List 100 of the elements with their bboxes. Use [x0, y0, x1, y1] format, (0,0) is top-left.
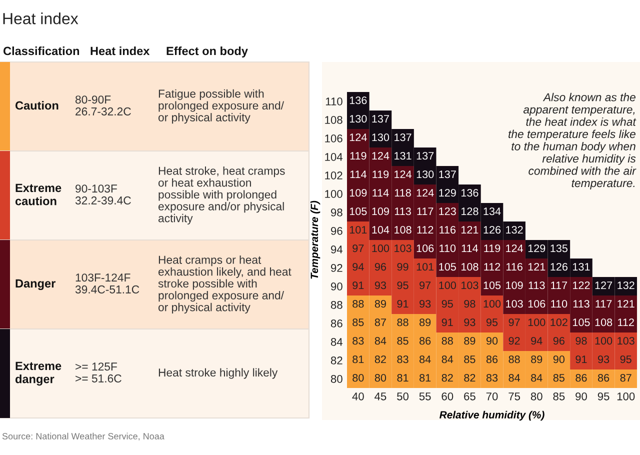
data-label: 126 [550, 262, 568, 271]
data-label: 121 [618, 300, 634, 308]
data-label: 131 [394, 152, 412, 160]
data-label: 94 [352, 262, 364, 271]
data-label: 88 [397, 318, 408, 326]
y-axis-title: Temperature (F) [310, 200, 320, 279]
x-tick-label: 60 [442, 392, 454, 400]
data-label: 113 [528, 281, 545, 290]
data-label: 117 [596, 300, 612, 308]
data-label: 103 [618, 336, 634, 345]
text: >= 125F >= 51.6C [76, 362, 122, 382]
data-label: 101 [416, 262, 434, 271]
data-label: 81 [420, 374, 431, 382]
data-label: 85 [397, 336, 408, 345]
data-label: 122 [573, 281, 590, 290]
data-label: 136 [461, 188, 478, 197]
x-tick-label: 80 [530, 392, 542, 400]
data-label: 93 [464, 318, 476, 326]
y-tick-label: 90 [330, 282, 342, 290]
data-label: 87 [374, 318, 386, 326]
data-label: 105 [350, 207, 367, 216]
data-label: 131 [573, 262, 590, 271]
x-tick-label: 55 [419, 392, 431, 400]
y-tick-label: 94 [330, 246, 343, 254]
data-label: 130 [372, 133, 390, 142]
x-tick-label: 75 [508, 392, 520, 400]
data-label: 132 [618, 281, 634, 290]
category-label: Extreme caution [15, 184, 62, 206]
data-label: 104 [372, 226, 390, 234]
data-label: 90 [486, 336, 498, 345]
data-label: 92 [508, 336, 520, 345]
data-label: 81 [352, 355, 364, 364]
data-label: 100 [439, 281, 456, 290]
data-label: 124 [394, 170, 412, 178]
data-label: 128 [461, 207, 478, 216]
text: Heat index [90, 46, 150, 56]
data-label: 129 [528, 244, 546, 252]
y-tick-label: 96 [330, 227, 342, 235]
x-tick-label: 50 [397, 392, 409, 400]
x-tick-label: 100 [617, 392, 635, 400]
data-label: 91 [576, 355, 587, 364]
annotation: Also known as the apparent temperature, the heat index is what the temperature feels like to the human body when relative humidity is combined with the air temperature. [508, 92, 636, 190]
data-label: 121 [461, 226, 478, 234]
data-label: 93 [420, 300, 431, 308]
data-label: 108 [595, 318, 612, 326]
data-label: 86 [420, 336, 431, 345]
y-tick-label: 102 [325, 172, 342, 180]
text: 90-103F 32.2-39.4C [75, 184, 131, 204]
x-tick-label: 65 [464, 392, 476, 400]
data-label: 86 [598, 374, 610, 382]
data-label: 110 [551, 300, 568, 308]
category-label: Caution [15, 100, 58, 110]
data-label: 137 [439, 170, 456, 178]
data-label: 112 [618, 318, 634, 326]
data-label: 124 [416, 188, 434, 197]
data-label: 88 [442, 336, 453, 345]
data-label: 137 [372, 114, 389, 123]
x-tick-label: 40 [352, 392, 364, 400]
data-label: 91 [397, 300, 408, 308]
y-tick-label: 104 [325, 153, 343, 161]
data-label: 88 [352, 300, 364, 308]
data-label: 106 [528, 300, 546, 308]
data-label: 100 [595, 336, 612, 345]
data-label: 85 [352, 318, 364, 326]
data-label: 96 [374, 262, 386, 271]
data-label: 82 [374, 355, 386, 364]
data-label: 100 [372, 244, 390, 252]
data-label: 112 [417, 226, 434, 234]
data-label: 137 [416, 152, 434, 160]
y-tick-label: 98 [330, 208, 342, 216]
data-label: 100 [484, 300, 501, 308]
data-label: 135 [550, 244, 568, 252]
data-label: 103 [506, 300, 523, 308]
data-label: 84 [374, 336, 386, 345]
data-label: 84 [508, 374, 520, 382]
data-label: 127 [595, 281, 612, 290]
data-label: 91 [352, 281, 364, 290]
data-label: 123 [439, 207, 456, 216]
text: Fatigue possible with prolonged exposure and/ or physical activity [158, 89, 284, 124]
data-label: 114 [350, 170, 366, 178]
y-tick-label: 88 [330, 301, 342, 309]
data-label: 109 [350, 188, 367, 197]
data-label: 88 [508, 355, 520, 364]
data-label: 108 [394, 226, 412, 234]
data-label: 97 [420, 281, 431, 290]
x-tick-label: 45 [374, 392, 386, 400]
data-label: 97 [352, 244, 364, 252]
data-label: 108 [461, 262, 478, 271]
data-label: 114 [462, 244, 478, 252]
data-label: 109 [372, 207, 389, 216]
data-label: 90 [553, 355, 565, 364]
data-label: 130 [350, 114, 367, 123]
data-label: 102 [550, 318, 568, 326]
y-tick-label: 110 [326, 98, 342, 106]
data-label: 91 [442, 318, 453, 326]
text: Heat stroke, heat cramps or heat exhaustion possible with prolonged exposure and/or physical activity [158, 166, 285, 225]
text: Heat cramps or heat exhaustion likely, and heat stroke possible with prolonged exposure and/ or physical activity [158, 255, 292, 314]
category-label: Danger [16, 279, 56, 290]
data-label: 85 [464, 355, 476, 364]
data-label: 95 [620, 355, 632, 364]
